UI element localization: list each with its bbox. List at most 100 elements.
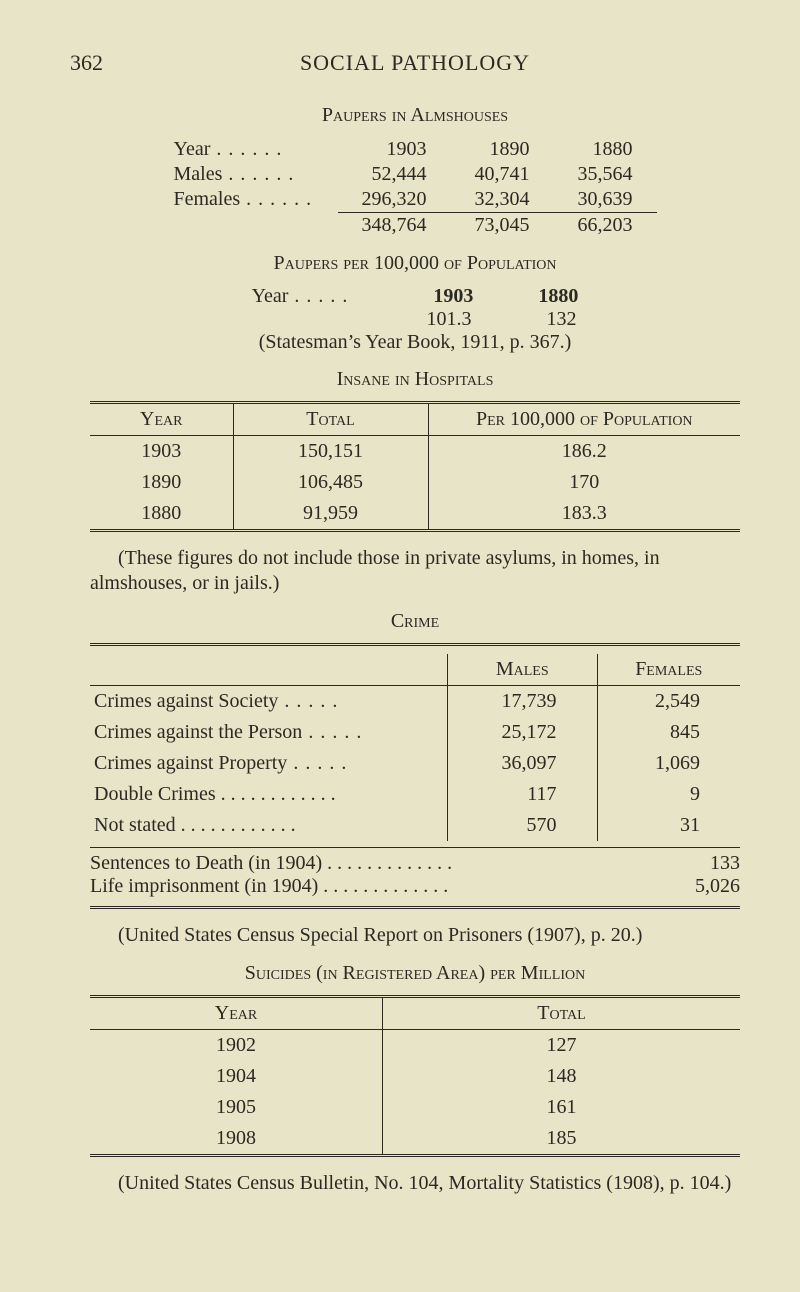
- row-label: Crimes against Property: [94, 752, 347, 774]
- cell: 73,045: [451, 213, 554, 239]
- cell: 348,764: [338, 213, 451, 239]
- cell: 1908: [90, 1123, 383, 1154]
- cell: 127: [383, 1030, 741, 1062]
- cell: 150,151: [233, 436, 428, 468]
- life-imprisonment-label: Life imprisonment (in 1904): [90, 875, 448, 897]
- table-row: 1902 127: [90, 1030, 740, 1062]
- cell: 1903: [90, 436, 233, 468]
- table-row: 1904 148: [90, 1061, 740, 1092]
- cell: 1880: [90, 498, 233, 529]
- table-row: 1890 106,485 170: [90, 467, 740, 498]
- crime-table: Males Females Crimes against Society 17,…: [90, 654, 740, 841]
- table-header-row: Year Total Per 100,000 of Population: [90, 404, 740, 436]
- cell: 101.3: [372, 308, 472, 331]
- table-row: Males 52,444 40,741 35,564: [174, 162, 657, 187]
- cell: 40,741: [451, 162, 554, 187]
- cell: 117: [448, 779, 598, 810]
- col-header: Females: [597, 654, 740, 686]
- row-label-males: Males: [174, 163, 295, 185]
- census-note: (United States Census Special Report on …: [90, 923, 740, 948]
- cell: 2,549: [597, 686, 740, 718]
- running-title: SOCIAL PATHOLOGY: [90, 50, 740, 76]
- cell: 296,320: [338, 187, 451, 213]
- table-row: Not stated 570 31: [90, 810, 740, 841]
- section-title-suicides: Suicides (in Registered Area) per Millio…: [90, 962, 740, 985]
- cell: 35,564: [554, 162, 657, 187]
- table-row: Crimes against Society 17,739 2,549: [90, 686, 740, 718]
- cell: 1890: [90, 467, 233, 498]
- suicides-table: Year Total 1902 127 1904 148 1905 161 19…: [90, 998, 740, 1154]
- cell: 161: [383, 1092, 741, 1123]
- cell: 1904: [90, 1061, 383, 1092]
- table-row: Double Crimes 117 9: [90, 779, 740, 810]
- cell: 106,485: [233, 467, 428, 498]
- row-label-year: Year: [174, 138, 283, 160]
- cell: 185: [383, 1123, 741, 1154]
- cell: 1,069: [597, 748, 740, 779]
- section-title-per100k: Paupers per 100,000 of Population: [90, 252, 740, 275]
- row-label: Not stated: [94, 814, 296, 836]
- col-header: Year: [90, 404, 233, 436]
- col-header: Males: [448, 654, 598, 686]
- col-header: Year: [90, 998, 383, 1030]
- cell: 1903: [338, 137, 451, 162]
- suicides-table-wrap: Year Total 1902 127 1904 148 1905 161 19…: [90, 995, 740, 1157]
- table-row: Crimes against Property 36,097 1,069: [90, 748, 740, 779]
- row-label: Crimes against the Person: [94, 721, 362, 743]
- note-private-asylums: (These figures do not include those in p…: [90, 546, 740, 596]
- page-number: 362: [70, 50, 103, 76]
- year-label: Year: [252, 285, 349, 307]
- per100k-block: Year 1903 1880 101.3 132 (Statesman’s Ye…: [90, 285, 740, 354]
- table-row: 1880 91,959 183.3: [90, 498, 740, 529]
- cell: 1890: [451, 137, 554, 162]
- cell: 1905: [90, 1092, 383, 1123]
- row-label: Double Crimes: [94, 783, 340, 805]
- sentences-death-value: 133: [710, 852, 740, 875]
- cell: 31: [597, 810, 740, 841]
- insane-table-wrap: Year Total Per 100,000 of Population 190…: [90, 401, 740, 532]
- cell: 1902: [90, 1030, 383, 1062]
- cell: 30,639: [554, 187, 657, 213]
- table-row: Year 1903 1890 1880: [174, 137, 657, 162]
- cell: 1880: [554, 137, 657, 162]
- row-label: Crimes against Society: [94, 690, 338, 712]
- cell: 183.3: [428, 498, 740, 529]
- cell: 148: [383, 1061, 741, 1092]
- sentences-block: Sentences to Death (in 1904) 133 Life im…: [90, 847, 740, 898]
- table-row-totals: 348,764 73,045 66,203: [174, 213, 657, 239]
- section-title-crime: Crime: [90, 610, 740, 633]
- row-label-females: Females: [174, 188, 313, 210]
- insane-table: Year Total Per 100,000 of Population 190…: [90, 404, 740, 529]
- table-row: 1908 185: [90, 1123, 740, 1154]
- col-header: Total: [383, 998, 741, 1030]
- cell: 17,739: [448, 686, 598, 718]
- cell: 570: [448, 810, 598, 841]
- life-imprisonment-value: 5,026: [695, 875, 740, 898]
- cell: 170: [428, 467, 740, 498]
- cell: 845: [597, 717, 740, 748]
- table-header-row: Males Females: [90, 654, 740, 686]
- table-row: Females 296,320 32,304 30,639: [174, 187, 657, 213]
- section-title-paupers: Paupers in Almshouses: [90, 104, 740, 127]
- rule: [90, 643, 740, 646]
- paupers-table: Year 1903 1890 1880 Males 52,444 40,741 …: [174, 137, 657, 238]
- col-header: 1880: [478, 285, 578, 308]
- cell: 186.2: [428, 436, 740, 468]
- rule: [90, 906, 740, 909]
- footer-note: (United States Census Bulletin, No. 104,…: [90, 1171, 740, 1196]
- section-title-insane: Insane in Hospitals: [90, 368, 740, 391]
- page: 362 SOCIAL PATHOLOGY Paupers in Almshous…: [0, 0, 800, 1292]
- cell: 91,959: [233, 498, 428, 529]
- source-citation: (Statesman’s Year Book, 1911, p. 367.): [259, 331, 572, 353]
- cell: 36,097: [448, 748, 598, 779]
- table-header-row: Year Total: [90, 998, 740, 1030]
- cell: 52,444: [338, 162, 451, 187]
- col-header: 1903: [373, 285, 473, 308]
- cell: 25,172: [448, 717, 598, 748]
- sentences-death-label: Sentences to Death (in 1904): [90, 852, 452, 874]
- cell: 9: [597, 779, 740, 810]
- cell: 66,203: [554, 213, 657, 239]
- table-row: Crimes against the Person 25,172 845: [90, 717, 740, 748]
- cell: 132: [477, 308, 577, 331]
- col-header: Total: [233, 404, 428, 436]
